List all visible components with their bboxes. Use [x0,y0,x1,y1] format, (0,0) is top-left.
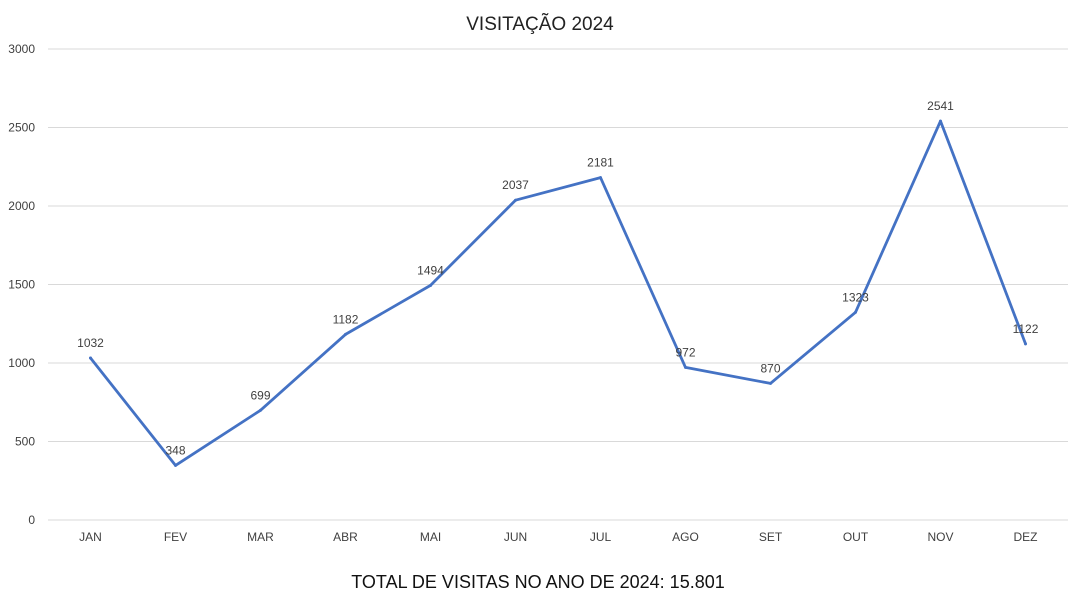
y-tick-label: 500 [15,435,35,449]
data-point [854,310,857,314]
x-tick-label: JUN [504,530,527,544]
series-layer [89,119,1027,467]
data-label: 348 [165,443,185,457]
y-tick-label: 3000 [8,42,35,56]
x-tick-label: AGO [672,530,699,544]
data-point [429,283,432,287]
x-tick-label: FEV [164,530,187,544]
y-tick-label: 2500 [8,121,35,135]
data-point [89,356,92,360]
y-tick-label: 1500 [8,278,35,292]
data-label: 972 [675,345,695,359]
data-point [939,119,942,123]
y-tick-label: 0 [28,513,35,527]
x-tick-label: JAN [79,530,102,544]
data-label: 1122 [1013,322,1039,336]
data-label-layer: 1032 348 699 1182 1494 2037 2181 972 870 1323 2541… [77,99,1039,457]
series-line [89,119,1027,467]
data-point [1024,342,1027,346]
data-label: 1182 [333,312,359,326]
x-tick-label: JUL [590,530,612,544]
data-label: 870 [760,361,780,375]
x-tick-label: NOV [927,530,953,544]
data-point [174,463,177,467]
grid-layer [48,48,1068,521]
x-tick-label: MAI [420,530,441,544]
data-label: 1032 [77,336,104,350]
data-label: 699 [250,388,270,402]
x-tick-label: SET [759,530,783,544]
data-label: 2037 [502,178,529,192]
x-axis-ticks: JAN FEV MAR ABR MAI JUN JUL AGO SET OUT NOV DEZ [79,530,1037,544]
data-point [769,381,772,385]
y-tick-label: 1000 [8,356,35,370]
chart-title: VISITAÇÃO 2024 [466,13,614,35]
data-point [684,365,687,369]
y-axis-ticks: 0 500 1000 1500 2000 2500 3000 [8,42,35,527]
data-label: 2181 [587,156,614,170]
data-point [259,408,262,412]
y-tick-label: 2000 [8,199,35,213]
data-point [514,198,517,202]
x-tick-label: MAR [247,530,274,544]
x-tick-label: DEZ [1014,530,1038,544]
data-label: 1494 [417,263,444,277]
data-label: 2541 [927,99,954,113]
data-point [599,176,602,180]
x-tick-label: ABR [333,530,358,544]
x-tick-label: OUT [843,530,869,544]
total-visits-caption: TOTAL DE VISITAS NO ANO DE 2024: 15.801 [351,572,725,592]
data-label: 1323 [842,290,869,304]
data-point [344,332,347,336]
